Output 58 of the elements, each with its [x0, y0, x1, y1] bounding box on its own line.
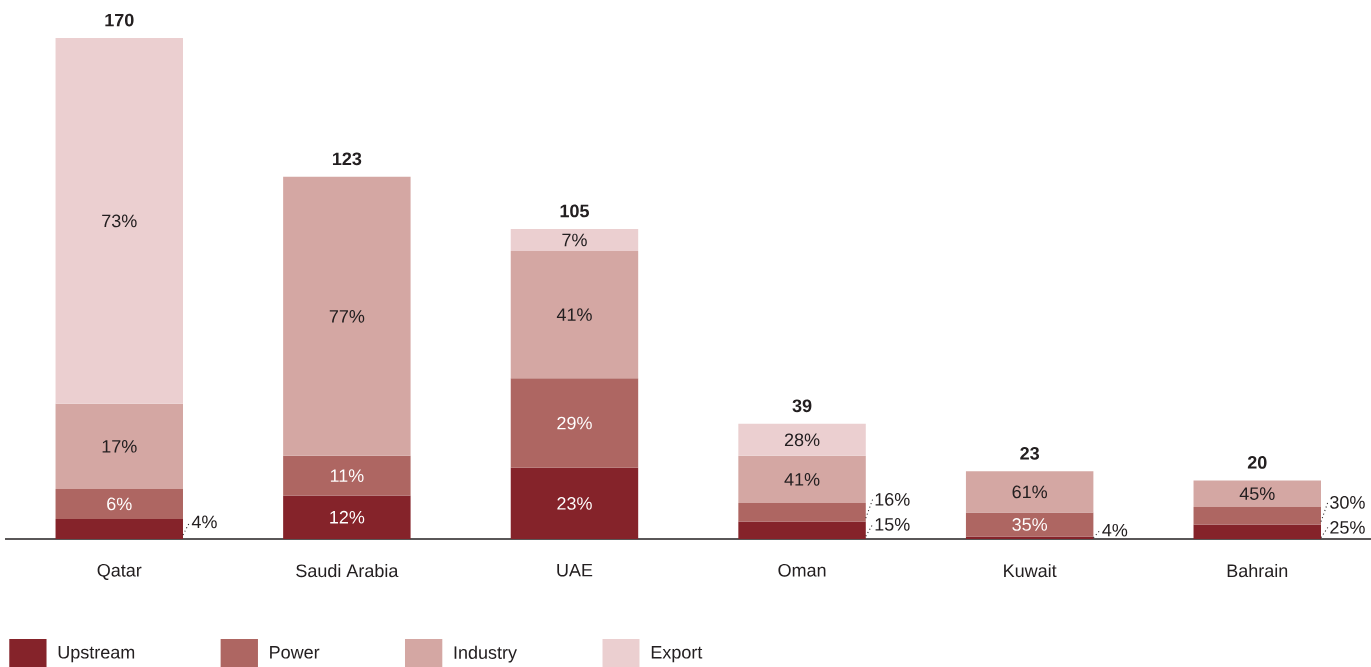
text: 170 [105, 13, 134, 27]
bar [510, 467, 639, 539]
bar [510, 228, 639, 251]
annotation: 73% [102, 214, 137, 228]
bar [965, 512, 1094, 537]
annotation: 23 [1020, 447, 1040, 460]
annotation: 28% [784, 433, 820, 447]
x-tick-label: Saudi Arabia [296, 563, 399, 578]
annotation: 7% [562, 233, 587, 247]
bar [965, 471, 1094, 513]
bar [965, 536, 1094, 539]
x-tick-label: UAE [557, 563, 593, 577]
annotation: 15% [875, 518, 910, 531]
annotation: 20 [1247, 456, 1267, 469]
annotation: 16% [875, 492, 910, 506]
x-tick-label: Bahrain [1227, 563, 1288, 578]
x-tick-label: Kuwait [1004, 563, 1057, 578]
bar [283, 455, 411, 496]
annotation: 6% [107, 497, 132, 511]
bar [55, 488, 183, 519]
bar [738, 423, 866, 456]
bar [55, 38, 183, 404]
bar [1193, 480, 1321, 507]
annotation: 11% [330, 469, 364, 482]
legend-label: Industry [454, 645, 517, 663]
bar [738, 502, 866, 522]
annotation: 4% [1102, 523, 1128, 537]
annotation: 12% [330, 510, 365, 524]
annotation: 29% [557, 416, 592, 430]
annotation: 23% [557, 497, 592, 510]
annotation: 61% [1012, 485, 1048, 499]
annotation: 77% [329, 310, 365, 323]
annotation: 30% [1330, 496, 1365, 509]
annotation: 41% [556, 308, 592, 321]
legend-label: Upstream [58, 646, 135, 663]
bar [738, 455, 866, 503]
annotation: 41% [784, 473, 820, 486]
bar [510, 250, 639, 379]
annotation: 105 [560, 204, 589, 218]
x-tick-label: Qatar [97, 563, 142, 580]
legend-label: Export [651, 646, 703, 663]
bar [1193, 524, 1321, 539]
x-tick-label: Oman [778, 563, 826, 577]
legend-label: Power [270, 646, 320, 659]
bar [283, 176, 411, 456]
annotation: 4% [191, 515, 217, 529]
annotation: 25% [1330, 521, 1365, 534]
annotation: 45% [1239, 487, 1275, 500]
annotation: 123 [332, 152, 362, 166]
annotation: 17% [102, 440, 137, 453]
bar [1193, 506, 1321, 525]
bar [510, 378, 639, 468]
bar [738, 521, 866, 539]
annotation: 39 [792, 399, 812, 413]
bar [55, 403, 183, 489]
annotation: 35% [1012, 518, 1048, 531]
bar [283, 495, 411, 539]
bar [55, 518, 183, 539]
